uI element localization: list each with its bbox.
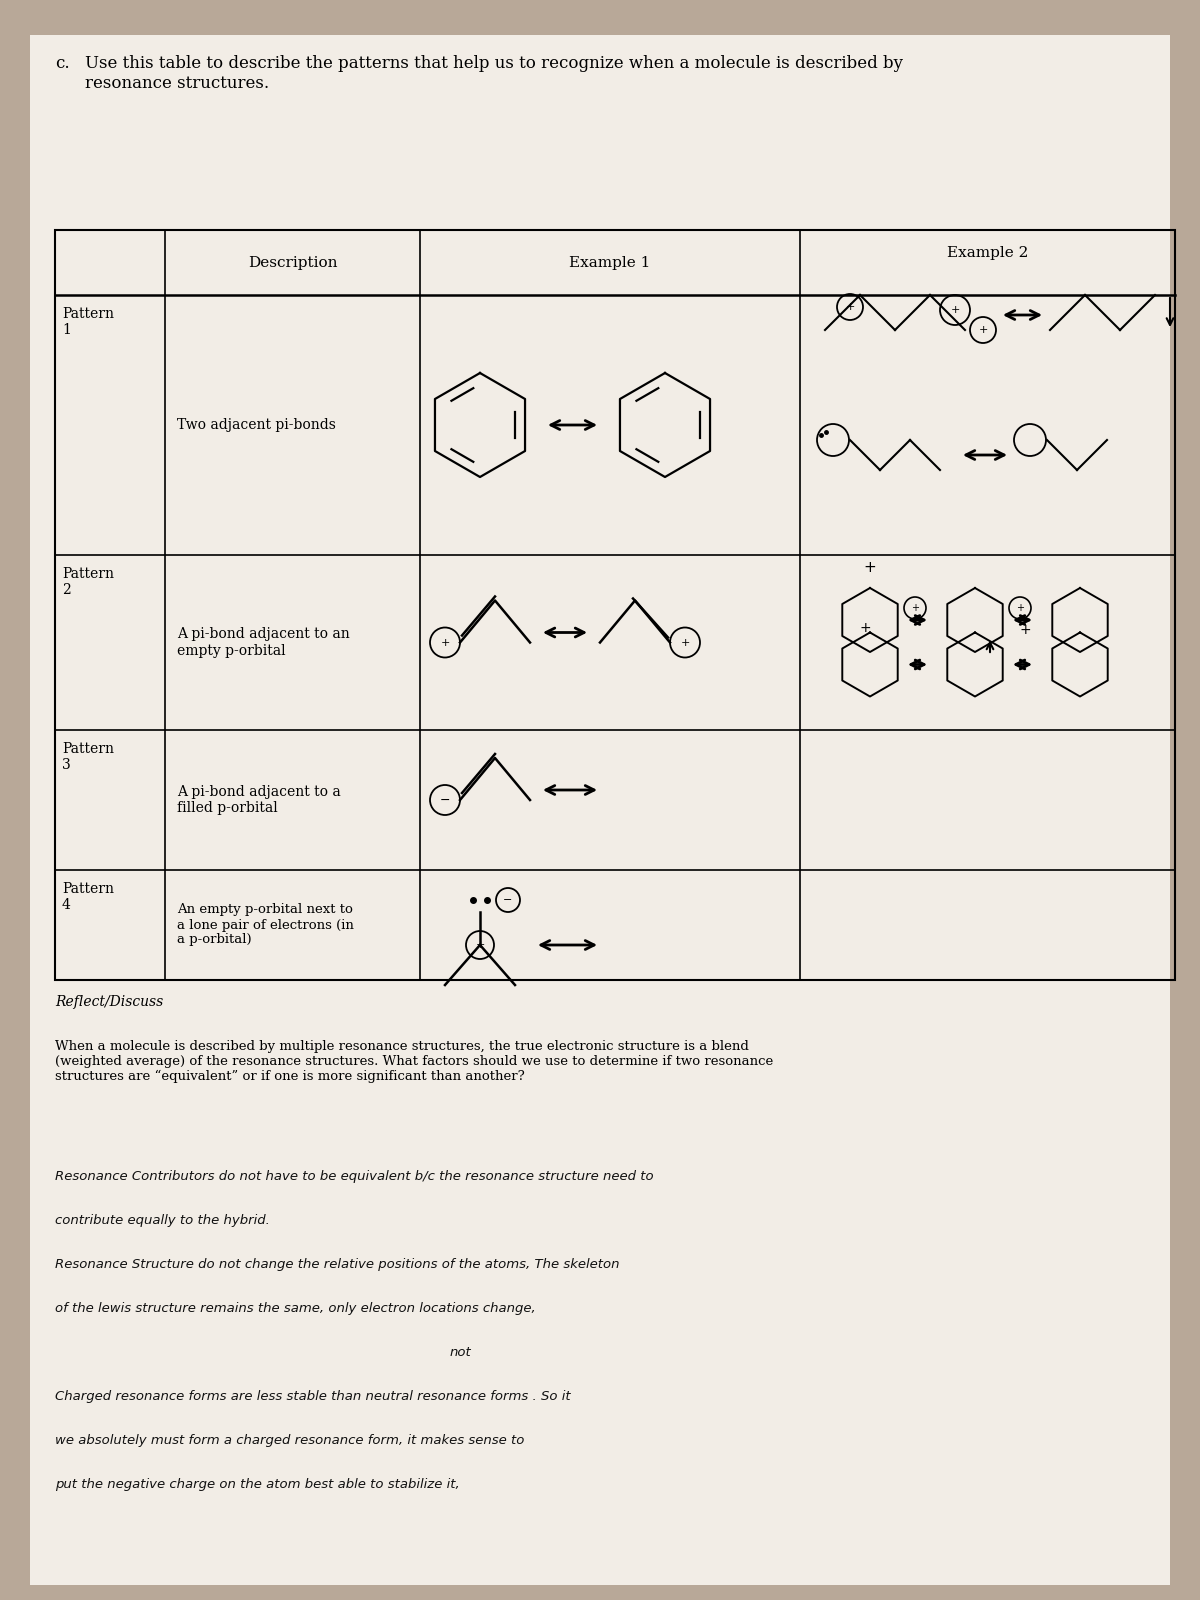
Text: +: + (911, 603, 919, 613)
Text: A pi-bond adjacent to an
empty p-orbital: A pi-bond adjacent to an empty p-orbital (178, 627, 349, 658)
Text: When a molecule is described by multiple resonance structures, the true electron: When a molecule is described by multiple… (55, 1040, 773, 1083)
Text: +: + (864, 560, 876, 574)
Text: +: + (475, 939, 485, 950)
Text: of the lewis structure remains the same, only electron locations change,: of the lewis structure remains the same,… (55, 1302, 535, 1315)
Text: Two adjacent pi-bonds: Two adjacent pi-bonds (178, 418, 336, 432)
Text: +: + (859, 621, 871, 635)
Text: Charged resonance forms are less stable than neutral resonance forms . So it: Charged resonance forms are less stable … (55, 1390, 571, 1403)
Text: Use this table to describe the patterns that help us to recognize when a molecul: Use this table to describe the patterns … (85, 54, 904, 91)
Text: +: + (440, 637, 450, 648)
Text: +: + (680, 637, 690, 648)
Text: put the negative charge on the atom best able to stabilize it,: put the negative charge on the atom best… (55, 1478, 460, 1491)
Text: Pattern
2: Pattern 2 (62, 566, 114, 597)
Text: not: not (450, 1346, 472, 1358)
Bar (55, 230, 1175, 979)
Text: Pattern
1: Pattern 1 (62, 307, 114, 338)
Text: contribute equally to the hybrid.: contribute equally to the hybrid. (55, 1214, 270, 1227)
Text: Pattern
3: Pattern 3 (62, 742, 114, 773)
Text: Resonance Structure do not change the relative positions of the atoms, The skele: Resonance Structure do not change the re… (55, 1258, 619, 1270)
Text: Resonance Contributors do not have to be equivalent b/c the resonance structure : Resonance Contributors do not have to be… (55, 1170, 654, 1182)
Text: +: + (845, 302, 854, 312)
Text: Description: Description (247, 256, 337, 269)
Text: +: + (1019, 622, 1031, 637)
Text: −: − (503, 894, 512, 906)
Text: −: − (439, 794, 450, 806)
Text: +: + (978, 325, 988, 334)
Text: c.: c. (55, 54, 70, 72)
Text: we absolutely must form a charged resonance form, it makes sense to: we absolutely must form a charged resona… (55, 1434, 524, 1446)
Text: Pattern
4: Pattern 4 (62, 882, 114, 912)
Text: Reflect/Discuss: Reflect/Discuss (55, 995, 163, 1010)
Text: +: + (950, 306, 960, 315)
Text: An empty p-orbital next to
a lone pair of electrons (in
a p-orbital): An empty p-orbital next to a lone pair o… (178, 904, 354, 947)
Text: +: + (1016, 603, 1024, 613)
Text: Example 1: Example 1 (569, 256, 650, 269)
Text: Example 2: Example 2 (947, 245, 1028, 259)
Text: A pi-bond adjacent to a
filled p-orbital: A pi-bond adjacent to a filled p-orbital (178, 786, 341, 814)
